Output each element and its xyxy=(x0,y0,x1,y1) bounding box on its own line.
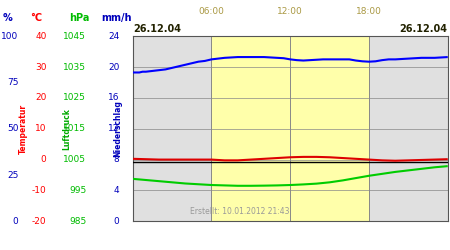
Text: 0: 0 xyxy=(40,155,46,164)
Text: 100: 100 xyxy=(1,32,18,41)
Bar xyxy=(212,36,369,221)
Text: 20: 20 xyxy=(108,62,120,72)
Text: Erstellt: 10.01.2012 21:43: Erstellt: 10.01.2012 21:43 xyxy=(190,206,290,216)
Text: 75: 75 xyxy=(7,78,18,87)
Text: °C: °C xyxy=(30,13,42,23)
Text: 8: 8 xyxy=(114,155,120,164)
Text: -20: -20 xyxy=(32,217,46,226)
Text: 1045: 1045 xyxy=(63,32,86,41)
Text: %: % xyxy=(3,13,13,23)
Text: 1035: 1035 xyxy=(63,62,86,72)
Text: 4: 4 xyxy=(114,186,120,195)
Text: 18:00: 18:00 xyxy=(356,7,382,16)
Text: Temperatur: Temperatur xyxy=(19,104,28,154)
Text: 50: 50 xyxy=(7,124,18,133)
Text: 985: 985 xyxy=(69,217,86,226)
Text: 12:00: 12:00 xyxy=(277,7,303,16)
Text: 12: 12 xyxy=(108,124,120,133)
Text: 0: 0 xyxy=(114,217,120,226)
Text: 10: 10 xyxy=(35,124,46,133)
Text: 0: 0 xyxy=(13,217,18,226)
Text: 06:00: 06:00 xyxy=(198,7,225,16)
Text: Luftdruck: Luftdruck xyxy=(62,108,71,150)
Text: mm/h: mm/h xyxy=(102,13,132,23)
Text: 20: 20 xyxy=(35,94,46,102)
Text: 1015: 1015 xyxy=(63,124,86,133)
Text: 995: 995 xyxy=(69,186,86,195)
Text: 25: 25 xyxy=(7,170,18,179)
Text: 26.12.04: 26.12.04 xyxy=(134,24,182,34)
Text: 24: 24 xyxy=(108,32,120,41)
Text: 40: 40 xyxy=(35,32,46,41)
Text: 30: 30 xyxy=(35,62,46,72)
Text: 1025: 1025 xyxy=(63,94,86,102)
Text: 16: 16 xyxy=(108,94,120,102)
Text: hPa: hPa xyxy=(69,13,90,23)
Text: -10: -10 xyxy=(32,186,46,195)
Text: 1005: 1005 xyxy=(63,155,86,164)
Text: Niederschlag: Niederschlag xyxy=(114,100,123,157)
Text: 26.12.04: 26.12.04 xyxy=(399,24,447,34)
